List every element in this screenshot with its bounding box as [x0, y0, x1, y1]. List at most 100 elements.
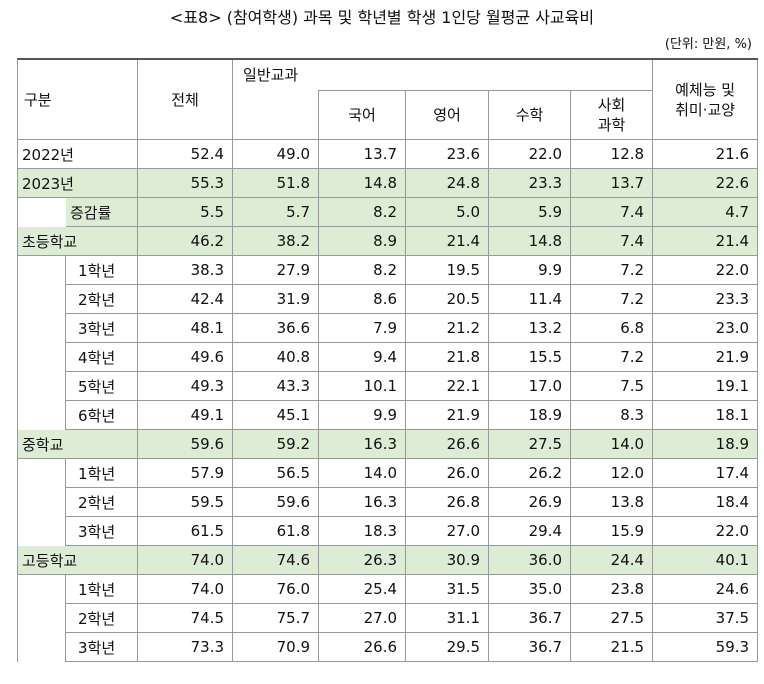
- data-cell: 36.6: [233, 314, 320, 343]
- data-cell: 55.3: [138, 169, 234, 198]
- row-label: 초등학교: [18, 227, 139, 256]
- data-cell: 35.0: [489, 575, 572, 604]
- data-cell: 57.9: [138, 459, 234, 488]
- group-row: 초등학교 46.2 38.2 8.9 21.4 14.8 7.4 21.4: [18, 227, 759, 256]
- data-cell: 26.0: [406, 459, 490, 488]
- data-cell: 22.0: [653, 256, 759, 285]
- data-cell: 18.3: [319, 517, 407, 546]
- data-cell: 7.2: [571, 343, 654, 372]
- data-cell: 7.4: [571, 198, 654, 227]
- data-cell: 18.1: [653, 401, 759, 430]
- data-cell: 18.9: [489, 401, 572, 430]
- data-cell: 9.4: [319, 343, 407, 372]
- group-row: 중학교 59.6 59.2 16.3 26.6 27.5 14.0 18.9: [18, 430, 759, 459]
- data-cell: 24.4: [571, 546, 654, 575]
- data-cell: 18.4: [653, 488, 759, 517]
- indent-cell: [18, 256, 66, 285]
- data-cell: 40.1: [653, 546, 759, 575]
- data-cell: 4.7: [653, 198, 759, 227]
- row-label: 3학년: [66, 314, 139, 343]
- indent-cell: [18, 401, 66, 430]
- data-cell: 59.2: [233, 430, 320, 459]
- data-cell: 13.8: [571, 488, 654, 517]
- indent-cell: [18, 314, 66, 343]
- data-cell: 14.8: [319, 169, 407, 198]
- data-cell: 7.4: [571, 227, 654, 256]
- indent-cell: [18, 604, 66, 633]
- data-cell: 15.9: [571, 517, 654, 546]
- data-cell: 73.3: [138, 633, 234, 662]
- data-cell: 14.0: [319, 459, 407, 488]
- unit-note: (단위: 만원, %): [664, 37, 752, 52]
- header-cell: 예체능 및 취미·교양: [653, 60, 759, 140]
- data-cell: 8.9: [319, 227, 407, 256]
- header-cell: 일반교과: [233, 60, 654, 90]
- data-cell: 27.5: [489, 430, 572, 459]
- data-cell: 7.2: [571, 256, 654, 285]
- data-cell: 14.8: [489, 227, 572, 256]
- data-cell: 11.4: [489, 285, 572, 314]
- data-cell: 26.6: [406, 430, 490, 459]
- data-cell: 61.8: [233, 517, 320, 546]
- data-cell: 49.6: [138, 343, 234, 372]
- data-row: 5학년 49.3 43.3 10.1 22.1 17.0 7.5 19.1: [18, 372, 759, 401]
- data-cell: 61.5: [138, 517, 234, 546]
- data-cell: 23.6: [406, 140, 490, 169]
- indent-cell: [18, 198, 66, 227]
- data-cell: 48.1: [138, 314, 234, 343]
- row-label: 5학년: [66, 372, 139, 401]
- data-cell: 23.3: [653, 285, 759, 314]
- indent-cell: [18, 633, 66, 662]
- data-cell: 5.5: [138, 198, 234, 227]
- data-cell: 19.1: [653, 372, 759, 401]
- data-cell: 23.8: [571, 575, 654, 604]
- data-row: 4학년 49.6 40.8 9.4 21.8 15.5 7.2 21.9: [18, 343, 759, 372]
- data-cell: 7.2: [571, 285, 654, 314]
- data-cell: 31.5: [406, 575, 490, 604]
- data-cell: 16.3: [319, 430, 407, 459]
- data-cell: 29.4: [489, 517, 572, 546]
- data-cell: 27.0: [406, 517, 490, 546]
- data-cell: 22.0: [489, 140, 572, 169]
- row-label: 1학년: [66, 459, 139, 488]
- data-cell: 21.2: [406, 314, 490, 343]
- indent-cell: [18, 343, 66, 372]
- data-row: 1학년 74.0 76.0 25.4 31.5 35.0 23.8 24.6: [18, 575, 759, 604]
- data-cell: 25.4: [319, 575, 407, 604]
- data-cell: 38.2: [233, 227, 320, 256]
- header-cell: 수학: [489, 90, 572, 140]
- data-cell: 9.9: [489, 256, 572, 285]
- data-cell: 36.7: [489, 633, 572, 662]
- row-label: 2학년: [66, 488, 139, 517]
- data-cell: 31.9: [233, 285, 320, 314]
- data-cell: 49.3: [138, 372, 234, 401]
- data-cell: 16.3: [319, 488, 407, 517]
- data-cell: 26.9: [489, 488, 572, 517]
- header-cell: [233, 90, 320, 140]
- row-label: 4학년: [66, 343, 139, 372]
- data-table: 구분 전체 일반교과 예체능 및 취미·교양 국어 영어 수학 사회 과학 2022년…: [17, 58, 759, 662]
- data-row: 2022년 52.4 49.0 13.7 23.6 22.0 12.8 21.6: [18, 140, 759, 169]
- data-cell: 36.7: [489, 604, 572, 633]
- table-body: 구분 전체 일반교과 예체능 및 취미·교양 국어 영어 수학 사회 과학 2022년…: [18, 60, 759, 662]
- row-label: 3학년: [66, 517, 139, 546]
- data-row: 2학년 74.5 75.7 27.0 31.1 36.7 27.5 37.5: [18, 604, 759, 633]
- data-cell: 37.5: [653, 604, 759, 633]
- data-cell: 51.8: [233, 169, 320, 198]
- data-cell: 56.5: [233, 459, 320, 488]
- data-cell: 8.3: [571, 401, 654, 430]
- data-cell: 29.5: [406, 633, 490, 662]
- data-cell: 74.5: [138, 604, 234, 633]
- data-cell: 21.9: [406, 401, 490, 430]
- header-cell: 전체: [138, 60, 234, 140]
- indent-cell: [18, 372, 66, 401]
- row-label: 증감률: [66, 198, 139, 227]
- data-cell: 17.0: [489, 372, 572, 401]
- data-cell: 23.3: [489, 169, 572, 198]
- indent-cell: [18, 285, 66, 314]
- data-cell: 7.9: [319, 314, 407, 343]
- data-cell: 19.5: [406, 256, 490, 285]
- data-cell: 20.5: [406, 285, 490, 314]
- data-cell: 30.9: [406, 546, 490, 575]
